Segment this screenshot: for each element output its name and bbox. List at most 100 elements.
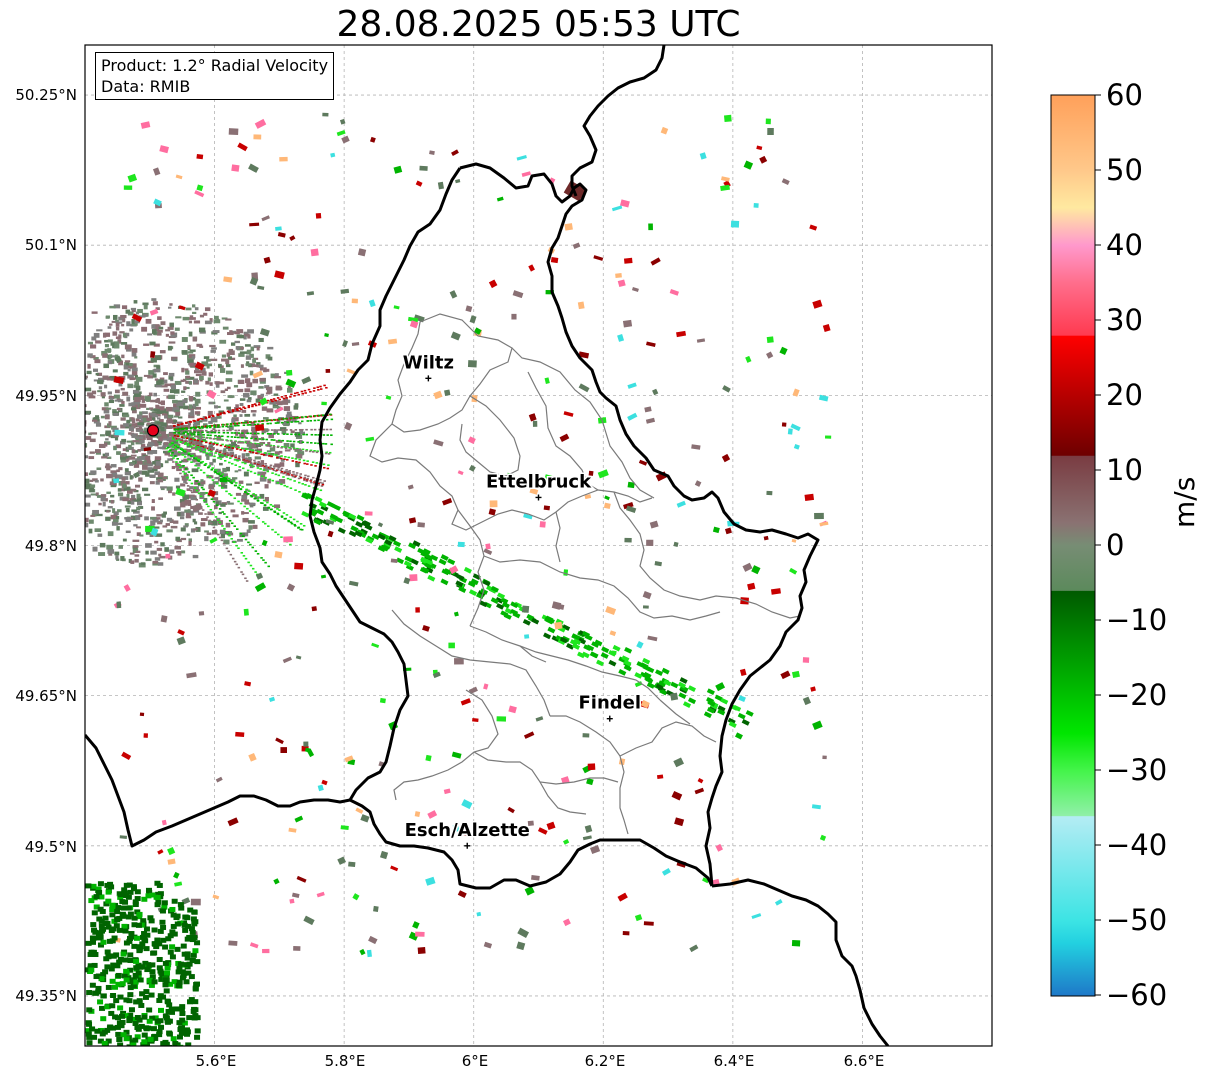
radar-echo-cell [178,451,181,453]
radar-echo-cell [259,493,265,499]
radar-echo-cell [92,990,99,996]
radar-echo-cell [235,404,239,409]
radar-echo-cell [226,429,229,432]
radar-echo-cell [287,472,290,475]
radar-echo-cell [147,469,155,473]
radar-echo-cell [125,455,132,459]
radar-echo-cell [190,528,195,533]
radar-echo-cell [195,443,199,446]
radar-echo-cell [147,467,153,471]
radar-echo-cell [163,451,170,454]
radar-echo-cell [208,442,212,444]
radar-echo-cell [154,327,160,332]
lat-tick-label: 49.95°N [15,387,77,405]
radar-echo-cell [151,440,158,443]
radar-echo-cell [267,525,270,527]
radar-echo-cell [248,450,252,453]
radar-echo-cell [325,386,328,389]
radar-echo-cell [259,366,264,371]
radar-echo-cell [99,434,105,437]
radar-echo-cell [123,365,129,370]
radar-echo-cell [207,511,214,516]
radar-echo-cell [221,473,224,476]
radar-echo-cell [269,464,273,467]
radar-echo-cell [253,432,257,435]
radar-echo-cell [248,446,253,450]
radar-echo-cell [182,316,190,321]
radar-echo-cell [524,634,530,639]
radar-echo-cell [167,949,174,955]
radar-echo-cell [63,336,66,341]
radar-echo-cell [118,488,125,492]
radar-echo-cell [582,733,590,738]
radar-echo-cell [229,454,232,456]
radar-echo-cell [241,486,244,488]
radar-echo-cell [173,403,177,409]
radar-echo-cell [131,323,138,326]
radar-echo-cell [128,363,133,367]
radar-echo-cell [272,398,276,400]
radar-echo-cell [245,458,248,461]
radar-echo-cell [225,370,233,375]
radar-echo-cell [332,504,341,511]
radar-echo-cell [208,476,212,479]
colorbar-tick-label: −30 [1106,753,1168,787]
radar-echo-cell [85,472,88,477]
radar-echo-cell [178,424,184,429]
radar-echo-cell [621,655,630,662]
radar-echo-cell [508,705,517,714]
radar-echo-cell [25,412,29,415]
radar-echo-cell [193,433,196,435]
radar-echo-cell [348,513,357,520]
radar-echo-cell [250,422,255,427]
radar-echo-cell [408,542,417,550]
radar-echo-cell [127,311,134,316]
radar-echo-cell [379,697,386,704]
radar-echo-cell [148,982,155,988]
radar-echo-cell [272,467,276,469]
radar-echo-cell [207,431,213,434]
radar-echo-cell [155,384,163,388]
radar-echo-cell [228,534,231,537]
radar-echo-cell [145,543,152,548]
radar-echo-cell [194,411,201,415]
radar-echo-cell [303,478,306,480]
radar-echo-cell [141,464,148,470]
radar-echo-cell [66,364,71,367]
radar-echo-cell [307,388,311,391]
radar-echo-cell [323,480,326,482]
radar-echo-cell [275,454,278,456]
radar-echo-cell [245,363,251,366]
radar-echo-cell [52,406,56,408]
radar-echo-cell [120,951,127,957]
radar-echo-cell [177,438,180,441]
radar-echo-cell [143,447,152,452]
radar-echo-cell [254,550,258,552]
radar-echo-cell [85,486,90,490]
radar-echo-cell [150,1026,157,1032]
radar-echo-cell [286,458,289,461]
radar-echo-cell [108,421,112,426]
radar-echo-cell [225,490,228,493]
radar-echo-cell [47,460,51,465]
radar-echo-cell [115,320,119,323]
radar-echo-cell [137,422,145,426]
radar-echo-cell [145,887,152,893]
radar-echo-cell [652,388,659,396]
radar-echo-cell [293,525,297,527]
radar-echo-cell [232,445,235,448]
radar-echo-cell [221,511,225,513]
city-marker [606,715,613,722]
radar-echo-cell [412,921,420,929]
radar-echo-cell [488,508,496,516]
radar-echo-cell [296,391,299,394]
radar-echo-cell [257,473,260,476]
radar-echo-cell [68,447,75,450]
radar-echo-cell [160,438,167,441]
radar-echo-cell [123,1036,130,1042]
radar-echo-cell [141,964,148,970]
radar-echo-cell [138,439,145,444]
radar-echo-cell [231,447,235,449]
radar-echo-cell [305,480,309,482]
radar-echo-cell [281,430,287,435]
